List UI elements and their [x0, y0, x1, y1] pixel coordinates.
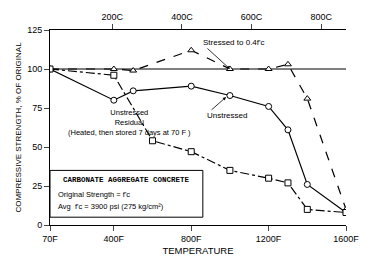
svg-text:1600F: 1600F	[333, 234, 359, 244]
svg-text:800F: 800F	[181, 234, 202, 244]
svg-text:0: 0	[37, 220, 42, 230]
svg-text:TEMPERATURE: TEMPERATURE	[162, 245, 233, 256]
svg-text:UnstressedResidual(Heated, the: UnstressedResidual(Heated, then stored 7…	[68, 108, 191, 137]
svg-text:400F: 400F	[104, 234, 125, 244]
svg-text:Original Strength = f'c: Original Strength = f'c	[58, 190, 130, 199]
svg-text:Avg f'c = 3900 psi (275 kg/cm: Avg f'c = 3900 psi (275 kg/cm²)	[58, 202, 164, 211]
svg-text:600C: 600C	[241, 12, 263, 22]
svg-text:50: 50	[32, 142, 42, 152]
svg-text:800C: 800C	[310, 12, 332, 22]
svg-text:400C: 400C	[171, 12, 193, 22]
svg-text:1200F: 1200F	[256, 234, 282, 244]
svg-text:75: 75	[32, 103, 42, 113]
svg-text:Unstressed: Unstressed	[207, 111, 247, 120]
svg-text:COMPRESSIVE STRENGTH, % OF ORI: COMPRESSIVE STRENGTH, % OF ORIGINAL	[14, 42, 23, 213]
svg-text:25: 25	[32, 181, 42, 191]
svg-text:70F: 70F	[42, 234, 58, 244]
svg-text:125: 125	[27, 25, 42, 35]
svg-text:100: 100	[27, 64, 42, 74]
svg-text:200C: 200C	[102, 12, 124, 22]
svg-text:CARBONATE AGGREGATE CONCRETE: CARBONATE AGGREGATE CONCRETE	[63, 176, 190, 184]
svg-text:Stressed to 0.4f'c: Stressed to 0.4f'c	[203, 38, 265, 47]
